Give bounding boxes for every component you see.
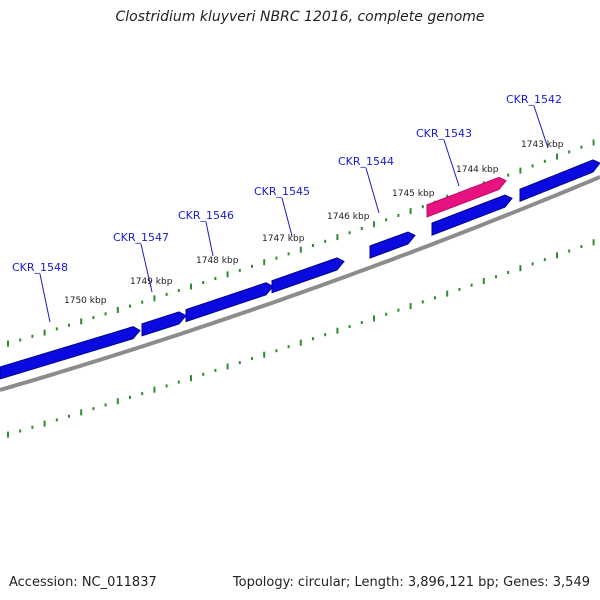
inner-tick-ring xyxy=(7,239,595,438)
tick-label: 1747 kbp xyxy=(262,234,305,244)
gene-labels: CKR_1548 CKR_1547 CKR_1546 CKR_1545 CKR_1544… xyxy=(12,93,562,323)
gene-label-CKR_1547[interactable]: CKR_1547 xyxy=(113,231,169,244)
gene-CKR_1544[interactable] xyxy=(369,231,416,259)
genome-stats-text: Topology: circular; Length: 3,896,121 bp… xyxy=(232,575,590,590)
leader-line xyxy=(533,105,549,149)
leader-line xyxy=(205,221,214,257)
gene-CKR_1546[interactable] xyxy=(185,282,274,323)
leader-line xyxy=(39,273,51,323)
gene-track xyxy=(0,159,600,380)
gene-label-CKR_1543[interactable]: CKR_1543 xyxy=(416,127,472,140)
leader-line xyxy=(140,243,153,293)
leader-line xyxy=(281,197,293,237)
highlighted-gene-CKR_1543[interactable] xyxy=(426,176,507,218)
genome-backbone xyxy=(0,175,600,392)
gene-CKR_1547[interactable] xyxy=(141,311,187,337)
tick-label: 1746 kbp xyxy=(327,212,370,222)
gene-label-CKR_1548[interactable]: CKR_1548 xyxy=(12,261,68,274)
gene-label-CKR_1545[interactable]: CKR_1545 xyxy=(254,185,310,198)
tick-label: 1745 kbp xyxy=(392,189,435,199)
leader-line xyxy=(443,139,460,187)
tick-label: 1744 kbp xyxy=(456,165,499,175)
leader-line xyxy=(365,167,380,214)
accession-text: Accession: NC_011837 xyxy=(9,575,157,590)
tick-label: 1750 kbp xyxy=(64,296,107,306)
backbone-line xyxy=(0,175,600,392)
tick-label: 1743 kbp xyxy=(521,140,564,150)
gene-label-CKR_1546[interactable]: CKR_1546 xyxy=(178,209,234,222)
gene-CKR_1545[interactable] xyxy=(271,257,345,294)
gene-CKR_1542[interactable] xyxy=(519,159,600,202)
gene-CKR_1548[interactable] xyxy=(0,326,141,380)
tick-label: 1748 kbp xyxy=(196,256,239,266)
tick-label: 1749 kbp xyxy=(130,277,173,287)
gene-CKR_1543[interactable] xyxy=(431,194,513,236)
tick-labels: 1750 kbp 1749 kbp 1748 kbp 1747 kbp 1746 kbp… xyxy=(64,140,564,306)
gene-label-CKR_1542[interactable]: CKR_1542 xyxy=(506,93,562,106)
page-title: Clostridium kluyveri NBRC 12016, complet… xyxy=(115,9,485,25)
gene-label-CKR_1544[interactable]: CKR_1544 xyxy=(338,155,394,168)
